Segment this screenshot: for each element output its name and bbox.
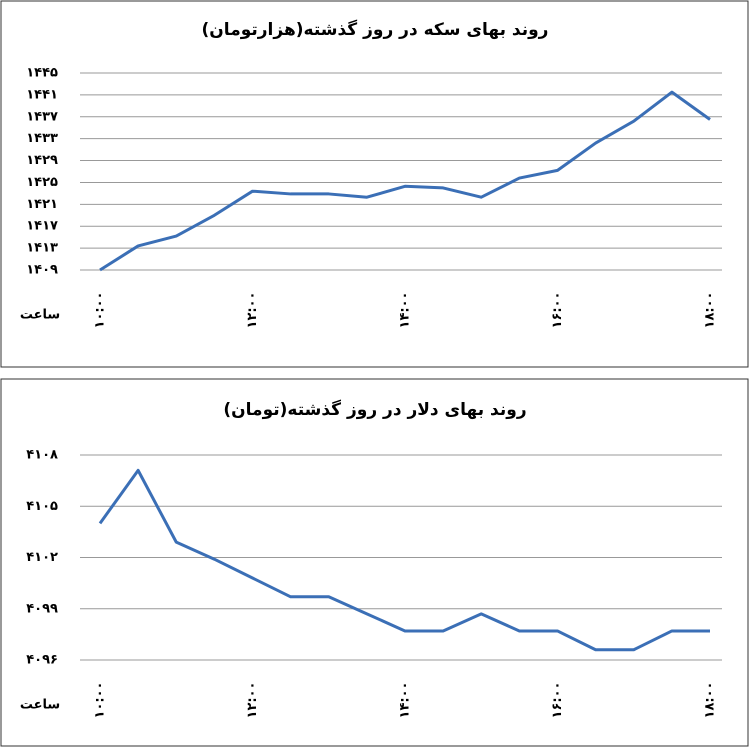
y-tick-label: ۴۱۰۸ — [26, 448, 58, 463]
y-tick-label: ۱۴۲۵ — [26, 175, 58, 190]
x-tick-label: ۱۶:۰۰ — [550, 292, 565, 329]
x-axis-label: ساعت — [20, 308, 60, 323]
y-tick-label: ۱۴۲۹ — [26, 153, 58, 168]
panel-border — [0, 0, 749, 368]
series-line — [98, 468, 710, 652]
chart-title: روند بهای دلار در روز گذشته(تومان) — [223, 399, 526, 420]
y-tick-label: ۱۴۳۳ — [26, 131, 58, 146]
x-tick-label: ۱۲:۰۰ — [245, 682, 260, 719]
x-tick-label: ۱۲:۰۰ — [245, 292, 260, 329]
y-tick-label: ۱۴۱۳ — [26, 241, 58, 256]
y-tick-label: ۱۴۴۵ — [26, 66, 58, 81]
x-tick-label: ۱۴:۰۰ — [398, 292, 413, 329]
panel-border — [0, 378, 749, 747]
series-line — [99, 90, 711, 272]
chart-title: روند بهای سکه در روز گذشته(هزارتومان) — [202, 19, 549, 40]
x-axis-label: ساعت — [20, 698, 60, 713]
y-tick-label: ۴۰۹۶ — [26, 653, 58, 668]
x-tick-label: ۱۰:۰۰ — [93, 292, 108, 329]
y-tick-label: ۱۴۱۷ — [26, 219, 58, 234]
x-tick-label: ۱۴:۰۰ — [398, 682, 413, 719]
x-tick-label: ۱۰:۰۰ — [93, 682, 108, 719]
y-tick-label: ۱۴۲۱ — [26, 197, 58, 212]
y-tick-label: ۱۴۰۹ — [26, 263, 58, 278]
y-tick-label: ۱۴۴۱ — [26, 87, 58, 102]
y-tick-label: ۴۱۰۲ — [26, 550, 58, 565]
x-tick-label: ۱۶:۰۰ — [550, 682, 565, 719]
y-tick-label: ۴۰۹۹ — [26, 601, 58, 616]
x-tick-label: ۱۸:۰۰ — [703, 682, 718, 719]
y-tick-label: ۱۴۳۷ — [26, 109, 58, 124]
y-tick-label: ۴۱۰۵ — [26, 499, 58, 514]
x-tick-label: ۱۸:۰۰ — [703, 292, 718, 329]
